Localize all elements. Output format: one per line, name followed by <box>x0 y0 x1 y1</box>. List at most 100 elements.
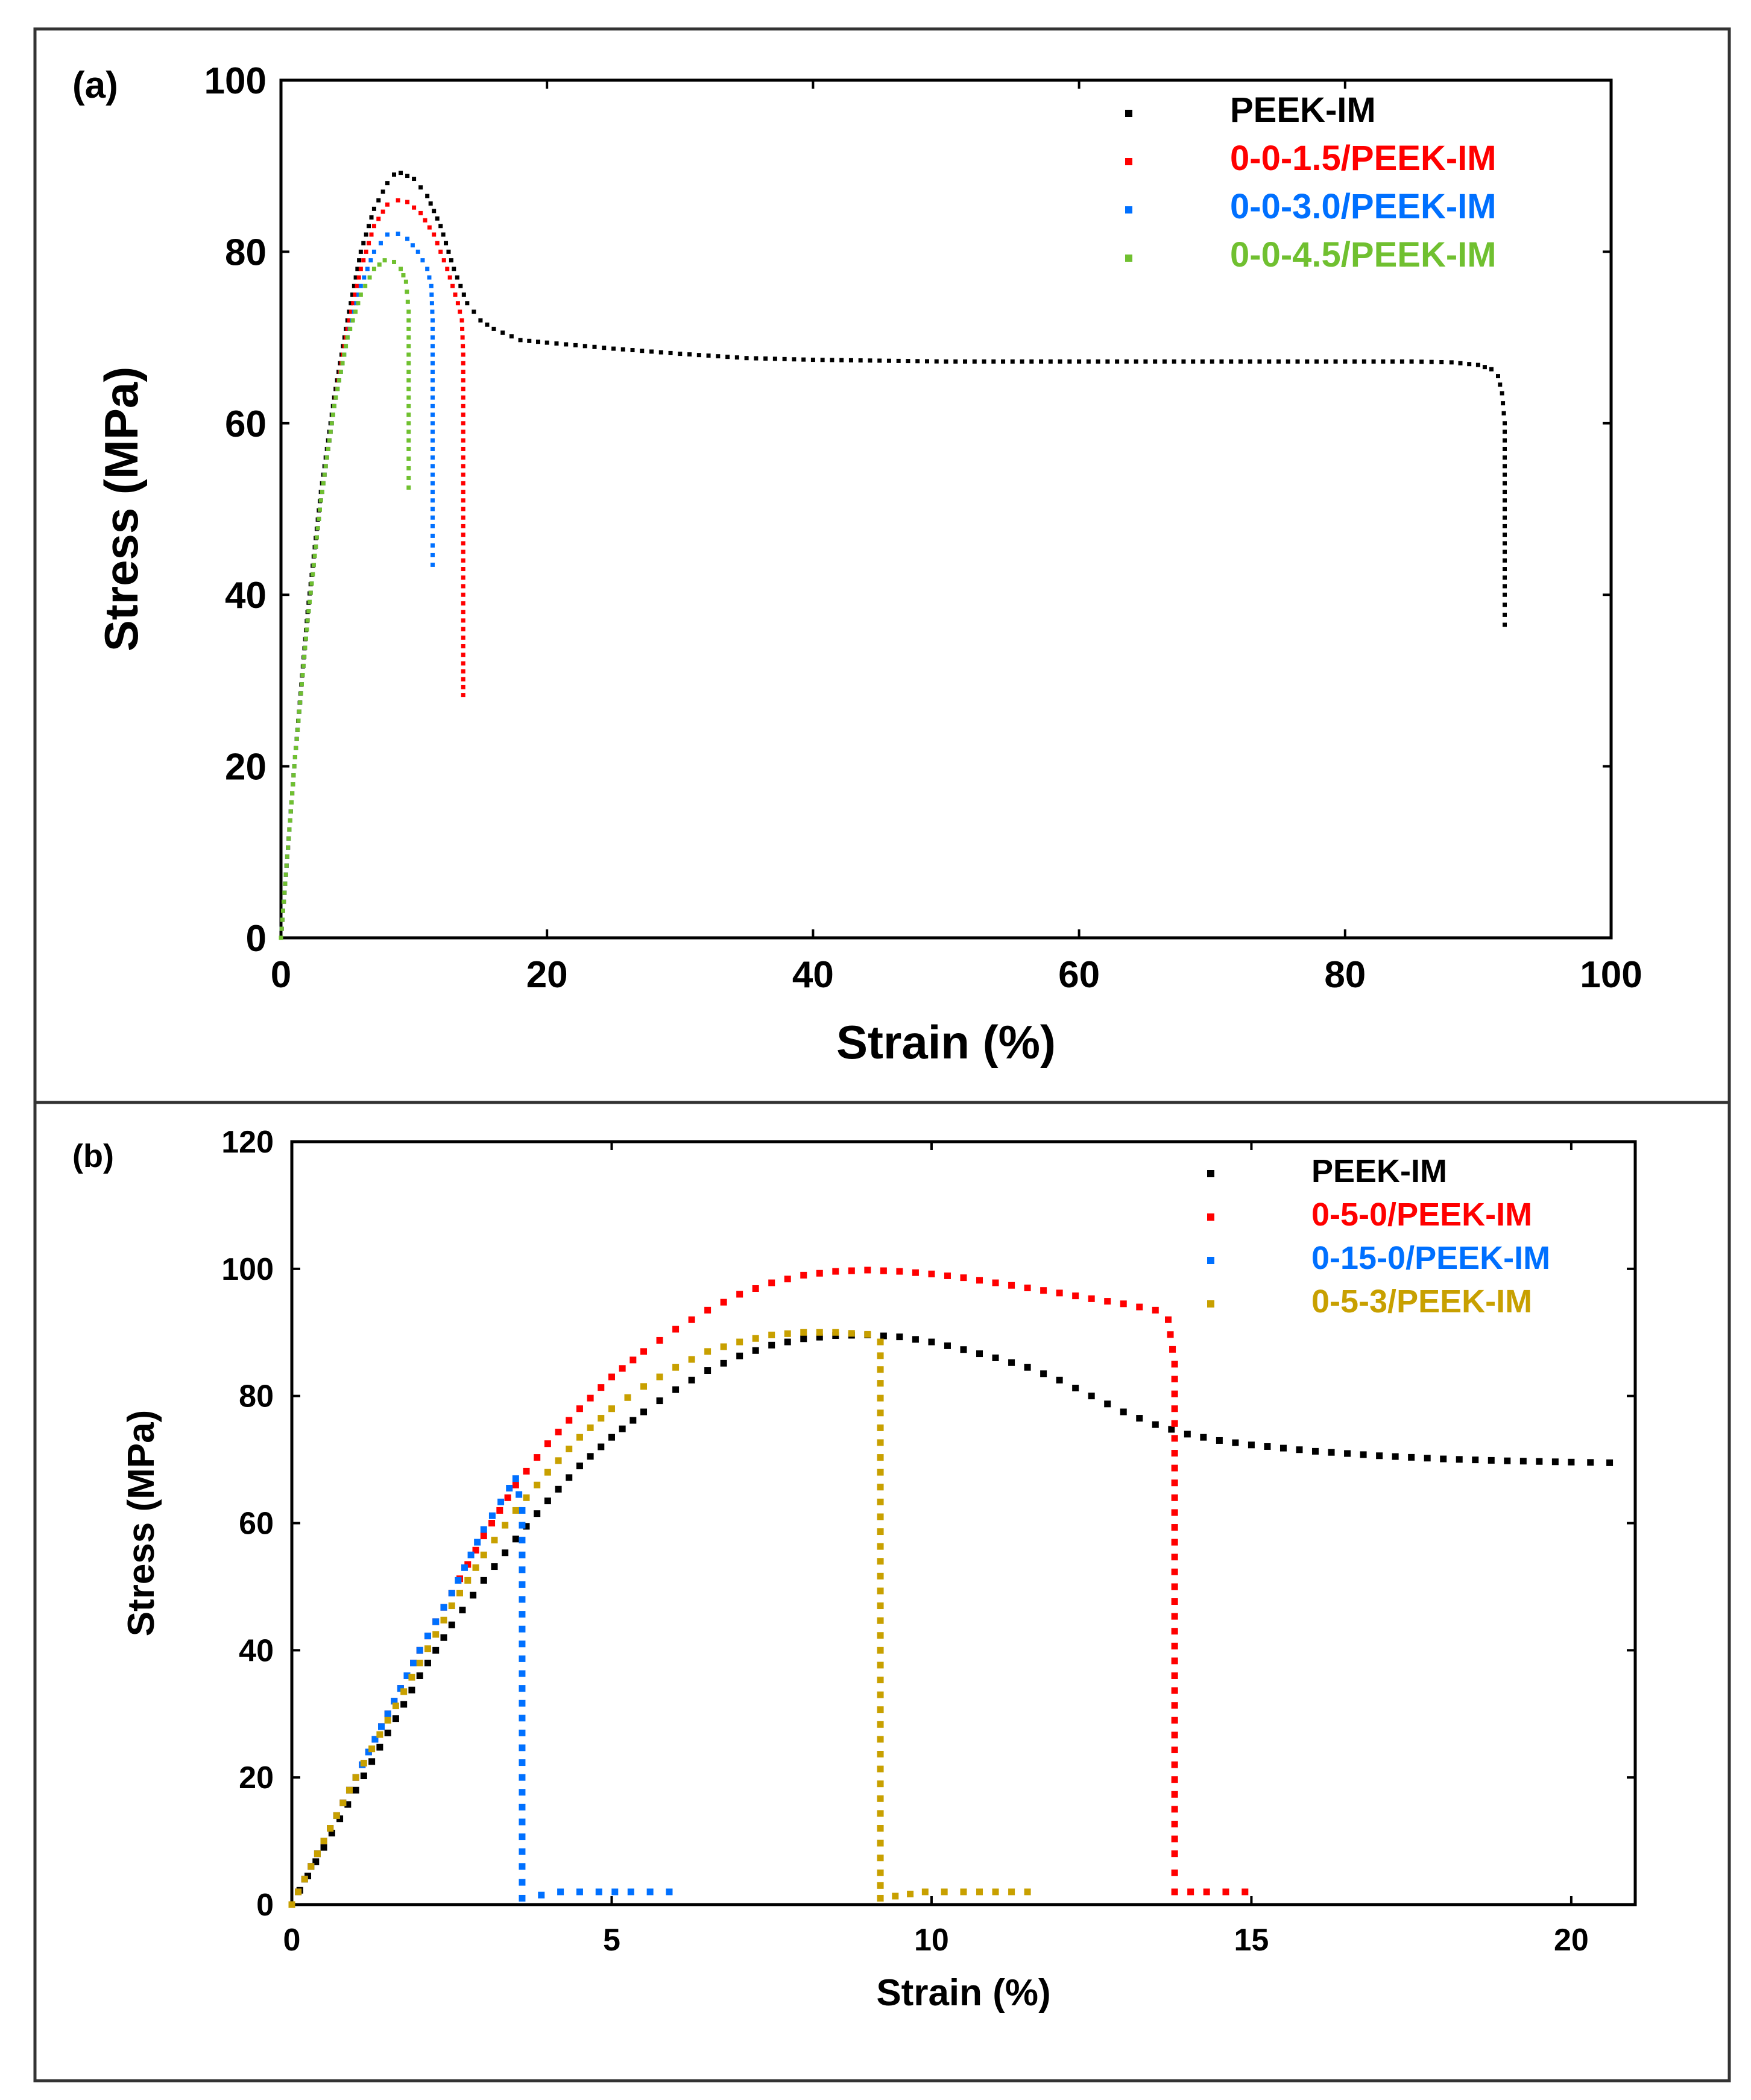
data-point <box>630 348 635 353</box>
data-point <box>292 754 297 759</box>
data-point <box>406 413 411 417</box>
data-point <box>406 352 411 357</box>
data-point <box>301 1876 308 1883</box>
data-point <box>557 1888 564 1896</box>
data-point <box>1503 464 1507 469</box>
data-point <box>519 1581 526 1588</box>
data-point <box>461 515 465 520</box>
data-point <box>720 1343 727 1350</box>
data-point <box>459 1607 466 1614</box>
x-axis-label: Strain (%) <box>876 1972 1050 2014</box>
data-point <box>480 1551 487 1558</box>
data-point <box>1503 446 1507 451</box>
data-point <box>1501 401 1506 406</box>
data-point <box>285 854 289 859</box>
data-point <box>461 635 465 640</box>
x-tick-label: 15 <box>1234 1923 1269 1958</box>
data-point <box>877 1825 884 1832</box>
data-point <box>1171 1390 1178 1397</box>
data-point <box>337 378 342 383</box>
data-point <box>1472 1456 1479 1464</box>
data-point <box>1264 1443 1271 1450</box>
data-point <box>602 346 607 350</box>
data-point <box>403 279 408 284</box>
data-point <box>1171 1791 1178 1798</box>
data-point <box>1171 1450 1178 1457</box>
data-point <box>406 344 411 349</box>
data-point <box>406 456 411 461</box>
data-point <box>519 1774 526 1781</box>
data-point <box>512 1507 519 1514</box>
data-point <box>877 1810 884 1817</box>
x-tick-label: 20 <box>1554 1923 1589 1958</box>
data-point <box>461 472 465 477</box>
data-point <box>1136 1415 1143 1422</box>
data-point <box>461 601 465 606</box>
data-point <box>302 654 307 659</box>
data-point <box>1399 359 1404 364</box>
data-point <box>367 224 371 229</box>
data-point <box>1276 359 1281 364</box>
y-tick-label: 120 <box>221 1125 274 1160</box>
data-point <box>1152 1306 1159 1314</box>
data-point <box>392 1715 399 1722</box>
data-point <box>364 232 368 237</box>
data-point <box>461 523 465 528</box>
y-tick-label: 60 <box>239 1507 274 1542</box>
data-point <box>516 1491 523 1498</box>
data-point <box>405 236 410 241</box>
data-point <box>360 1773 367 1780</box>
data-point <box>523 1467 530 1475</box>
data-point <box>371 1736 379 1743</box>
data-point <box>1232 1439 1239 1446</box>
panel-b-frame <box>33 1101 1731 2083</box>
data-point <box>877 1558 884 1565</box>
series-0-0-3.0/PEEK-IM <box>279 232 435 940</box>
data-point <box>1171 1494 1178 1501</box>
data-point <box>877 1855 884 1862</box>
data-point <box>355 283 359 288</box>
data-point <box>340 361 345 365</box>
data-point <box>1171 1732 1178 1739</box>
data-point <box>384 1716 391 1724</box>
data-point <box>289 800 294 805</box>
data-point <box>672 1326 680 1333</box>
data-point <box>406 361 411 365</box>
legend-label: PEEK-IM <box>1230 90 1376 130</box>
data-point <box>976 1350 983 1358</box>
data-point <box>406 485 411 490</box>
data-point <box>1105 359 1110 364</box>
data-point <box>848 1330 855 1337</box>
data-point <box>367 241 371 245</box>
data-point <box>523 1494 530 1501</box>
data-point <box>362 275 367 280</box>
data-point <box>877 1839 884 1847</box>
data-point <box>358 267 363 271</box>
data-point <box>1503 438 1507 443</box>
data-point <box>312 1858 320 1865</box>
data-point <box>1171 1361 1178 1368</box>
data-point <box>934 359 939 364</box>
data-point <box>399 267 403 271</box>
data-point <box>1503 584 1507 589</box>
data-point <box>830 358 834 362</box>
data-point <box>430 438 435 443</box>
data-point <box>1029 359 1034 364</box>
data-point <box>406 326 411 331</box>
data-point <box>298 700 303 705</box>
data-point <box>1551 1458 1559 1466</box>
data-point <box>696 353 701 358</box>
data-point <box>576 1434 583 1441</box>
data-point <box>519 1507 526 1514</box>
data-point <box>1171 1598 1178 1605</box>
data-point <box>430 318 435 323</box>
data-point <box>371 267 376 271</box>
data-point <box>519 1818 526 1826</box>
data-point <box>299 682 304 687</box>
data-point <box>810 358 815 362</box>
data-point <box>500 330 505 335</box>
data-point <box>1219 359 1224 364</box>
data-point <box>598 1384 605 1391</box>
data-point <box>880 1332 887 1339</box>
data-point <box>345 1786 353 1794</box>
